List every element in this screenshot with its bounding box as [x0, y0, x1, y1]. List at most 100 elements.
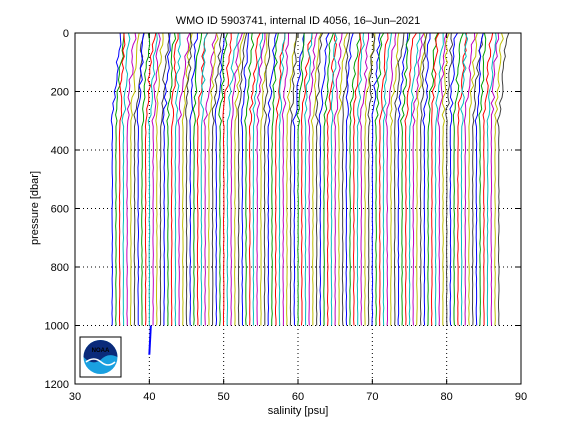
outlier-profile-line [148, 325, 152, 355]
profile-line [307, 32, 318, 326]
profile-line [434, 32, 444, 326]
profile-line [203, 32, 218, 326]
profile-line [404, 32, 417, 326]
y-tick-label: 600 [51, 204, 69, 216]
y-tick-label: 1200 [45, 379, 69, 391]
profile-line [427, 32, 439, 326]
profile-line [200, 32, 208, 326]
profile-line [371, 32, 381, 326]
profile-line [345, 32, 354, 326]
profile-line [267, 32, 277, 326]
profile-line [411, 32, 425, 326]
profile-line [422, 32, 431, 326]
profile-line [130, 32, 140, 326]
axis-ticks [74, 32, 522, 385]
profile-line [133, 32, 145, 326]
profile-line [110, 32, 122, 326]
profile-line [300, 32, 313, 326]
profile-line [474, 32, 484, 326]
profile-line [260, 32, 268, 326]
profile-line [237, 32, 248, 326]
profile-line [252, 32, 264, 326]
profile-line [155, 32, 164, 326]
profile-line [192, 32, 203, 326]
profile-line [230, 32, 243, 326]
profile-line [248, 32, 261, 326]
profile-line [419, 32, 428, 326]
y-axis-label: pressure [dbar] [29, 171, 41, 245]
profile-line [318, 32, 330, 326]
profile-line [468, 32, 478, 326]
profile-line [292, 32, 305, 326]
profile-line [408, 32, 421, 326]
profile-line [115, 32, 125, 326]
profile-line [159, 32, 170, 326]
profile-line [353, 32, 362, 326]
profile-line [326, 32, 337, 326]
profile-line [166, 32, 177, 326]
chart-title: WMO ID 5903741, internal ID 4056, 16–Jun… [176, 15, 421, 27]
profile-line [136, 32, 145, 326]
profile-line [385, 32, 397, 326]
profile-line [278, 32, 286, 326]
profile-line [170, 32, 179, 326]
profile-line [281, 32, 290, 326]
x-tick-label: 90 [515, 391, 527, 403]
x-tick-label: 40 [143, 391, 155, 403]
y-tick-label: 200 [51, 87, 69, 99]
profile-line [374, 32, 385, 326]
profile-line [389, 32, 400, 326]
profile-line [296, 32, 305, 326]
profile-line [494, 32, 504, 326]
profile-line [240, 32, 249, 326]
profile-line [367, 32, 376, 326]
profile-line [263, 32, 271, 326]
profile-line [286, 32, 298, 326]
profile-line [463, 32, 476, 326]
profile-line [226, 32, 240, 326]
profile-line [274, 32, 286, 326]
profile-line [393, 32, 405, 326]
profile-line [356, 32, 365, 326]
profile-line [304, 32, 313, 326]
profile-line [211, 32, 223, 326]
profile-line [460, 32, 469, 326]
profile-line [382, 32, 392, 326]
profile-line [452, 32, 464, 326]
profile-line [457, 32, 467, 326]
profile-line [490, 32, 500, 326]
profile-line [349, 32, 361, 326]
profile-line [486, 32, 497, 326]
profile-line [196, 32, 209, 326]
profile-line [141, 32, 151, 326]
logo-upper-half [83, 340, 118, 363]
profile-line [359, 32, 370, 326]
profile-line [177, 32, 191, 326]
profile-line [445, 32, 454, 326]
profile-line [244, 32, 255, 326]
y-tick-label: 800 [51, 262, 69, 274]
profile-line [289, 32, 298, 326]
profile-line [471, 32, 484, 326]
profile-line [379, 32, 389, 326]
profile-line [185, 32, 193, 326]
profile-line [333, 32, 343, 326]
profile-line [208, 32, 219, 326]
profile-line [337, 32, 348, 326]
profile-line [218, 32, 229, 326]
profile-line [364, 32, 376, 326]
profile-line [449, 32, 458, 326]
profile-line [441, 32, 450, 326]
profile-line [189, 32, 198, 326]
noaa-logo: NOAA [79, 336, 122, 378]
logo-text: NOAA [92, 348, 110, 354]
profile-line [256, 32, 266, 326]
profile-line [400, 32, 411, 326]
y-tick-label: 0 [63, 28, 69, 40]
profile-line [416, 32, 427, 326]
profile-line [147, 32, 158, 326]
profile-line [174, 32, 182, 326]
x-tick-label: 70 [366, 391, 378, 403]
profile-line [437, 32, 448, 326]
profile-line [341, 32, 351, 326]
